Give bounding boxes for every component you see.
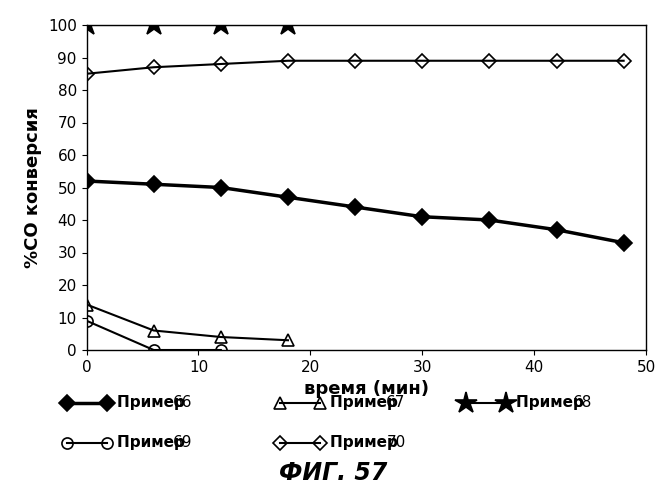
- Text: 66: 66: [173, 395, 192, 410]
- Text: ФИГ. 57: ФИГ. 57: [279, 461, 387, 485]
- X-axis label: время (мин): время (мин): [304, 380, 429, 398]
- Text: 68: 68: [573, 395, 592, 410]
- Text: Пример: Пример: [330, 395, 403, 410]
- Text: Пример: Пример: [330, 435, 403, 450]
- Text: Пример: Пример: [117, 435, 190, 450]
- Text: Пример: Пример: [516, 395, 589, 410]
- Text: 67: 67: [386, 395, 406, 410]
- Text: 70: 70: [386, 435, 406, 450]
- Y-axis label: %CO конверсия: %CO конверсия: [25, 107, 43, 268]
- Text: 69: 69: [173, 435, 192, 450]
- Text: Пример: Пример: [117, 395, 190, 410]
